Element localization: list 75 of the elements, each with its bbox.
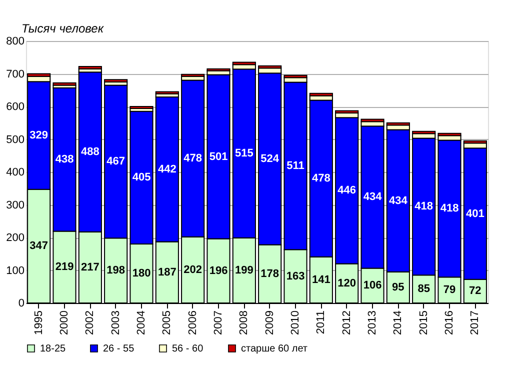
y-tick-label: 600 [6,101,24,113]
data-label: 401 [466,208,484,220]
data-label: 511 [286,160,304,172]
legend-label: 18-25 [40,343,66,354]
x-tick-label: 2012 [340,310,353,335]
x-tick-label: 2015 [418,310,430,335]
legend-label: 26 - 55 [103,343,135,354]
data-label: 488 [80,146,100,158]
data-label: 467 [106,156,126,168]
x-tick-label: 2005 [161,310,174,335]
data-label: 187 [158,266,176,278]
bar [52,82,76,86]
data-label: 501 [209,150,228,163]
data-label: 329 [30,129,48,142]
data-label: 120 [338,277,356,290]
data-label: 478 [312,172,330,185]
y-tick-label: 0 [18,298,24,310]
y-tick-label: 100 [6,264,24,277]
data-label: 202 [184,264,202,276]
data-label: 141 [312,274,330,286]
bar [232,62,256,66]
y-axis-title: Тысяч человек [22,22,105,36]
data-label: 434 [363,191,383,204]
x-tick-label: 2006 [186,310,199,335]
data-label: 524 [260,152,280,165]
x-tick-label: 2003 [110,310,122,335]
x-tick-label: 2007 [212,310,224,335]
data-label: 217 [80,261,100,274]
data-label: 198 [106,264,126,277]
data-label: 72 [469,285,482,298]
data-label: 106 [363,280,382,292]
legend-label: старше 60 лет [241,343,308,354]
y-tick-label: 800 [6,36,24,48]
data-label: 85 [418,283,430,296]
x-tick-label: 2017 [469,310,482,335]
x-tick-label: 2000 [58,310,70,335]
y-tick-label: 300 [6,199,24,212]
data-label: 446 [338,184,356,197]
x-tick-label: 1995 [32,310,45,335]
data-label: 442 [158,163,176,176]
data-label: 79 [443,284,456,296]
x-tick-label: 2004 [136,310,148,335]
legend-label: 56 - 60 [172,343,204,354]
data-label: 95 [392,281,404,294]
data-label: 405 [132,172,151,184]
data-label: 438 [55,154,74,166]
data-label: 434 [388,194,408,207]
x-tick-label: 2009 [264,310,276,335]
x-tick-label: 2002 [84,310,96,335]
data-label: 418 [440,202,459,215]
x-tick-label: 2008 [238,310,250,335]
data-label: 178 [260,268,280,280]
y-tick-label: 700 [6,68,24,80]
y-tick-label: 400 [6,166,24,178]
x-tick-label: 2014 [392,310,404,335]
x-tick-label: 2011 [315,310,328,334]
y-tick-label: 500 [6,134,24,146]
data-label: 163 [286,270,305,282]
data-label: 196 [209,264,228,277]
data-label: 347 [30,240,48,252]
data-label: 478 [184,152,202,165]
x-tick-label: 2016 [444,310,456,335]
bar [104,79,128,82]
y-tick-label: 200 [6,232,24,244]
bar [78,66,102,70]
data-label: 199 [234,264,254,276]
data-label: 219 [55,261,74,274]
data-label: 180 [132,268,151,280]
x-tick-label: 2013 [366,310,378,335]
x-tick-label: 2010 [290,310,302,335]
data-label: 515 [234,147,254,160]
bar [335,110,359,114]
data-label: 418 [414,200,434,213]
bar [438,132,462,136]
bar [360,118,384,122]
